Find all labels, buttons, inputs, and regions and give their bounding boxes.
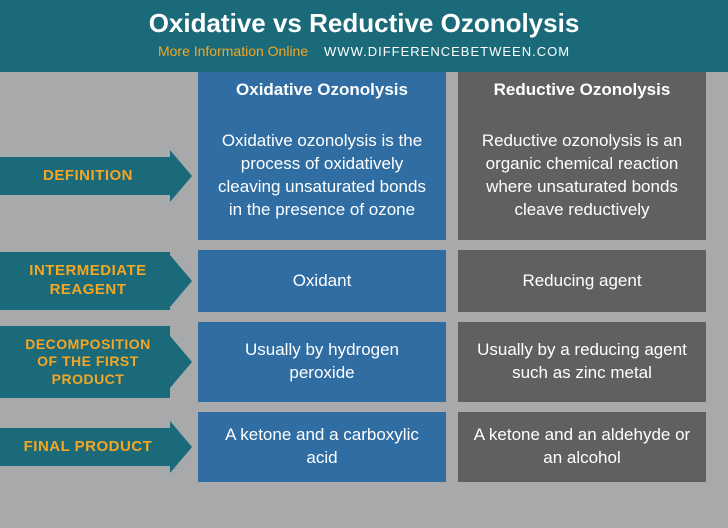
column-headers: Oxidative Ozonolysis Reductive Ozonolysi… [198, 72, 728, 112]
table-row: DEFINITION Oxidative ozonolysis is the p… [0, 112, 728, 240]
row-label-definition: DEFINITION [0, 157, 170, 196]
row-label-wrap: DECOMPOSITION OF THE FIRST PRODUCT [0, 322, 198, 402]
column-reductive-header: Reductive Ozonolysis [458, 72, 706, 112]
comparison-table: Oxidative Ozonolysis Reductive Ozonolysi… [0, 72, 728, 482]
row-label-wrap: DEFINITION [0, 112, 198, 240]
cell-ox-reagent: Oxidant [198, 250, 446, 312]
cell-ox-decomp: Usually by hydrogen peroxide [198, 322, 446, 402]
header-bar: Oxidative vs Reductive Ozonolysis More I… [0, 0, 728, 72]
row-label-decomp: DECOMPOSITION OF THE FIRST PRODUCT [0, 326, 170, 399]
cell-red-decomp: Usually by a reducing agent such as zinc… [458, 322, 706, 402]
site-url[interactable]: WWW.DIFFERENCEBETWEEN.COM [324, 44, 570, 59]
row-label-wrap: FINAL PRODUCT [0, 412, 198, 482]
column-oxidative-header: Oxidative Ozonolysis [198, 72, 446, 112]
table-row: DECOMPOSITION OF THE FIRST PRODUCT Usual… [0, 322, 728, 402]
table-row: FINAL PRODUCT A ketone and a carboxylic … [0, 412, 728, 482]
cell-red-definition: Reductive ozonolysis is an organic chemi… [458, 112, 706, 240]
cell-ox-definition: Oxidative ozonolysis is the process of o… [198, 112, 446, 240]
tagline: More Information Online [158, 43, 308, 59]
cell-ox-final: A ketone and a carboxylic acid [198, 412, 446, 482]
table-row: INTERMEDIATE REAGENT Oxidant Reducing ag… [0, 250, 728, 312]
subheader: More Information Online WWW.DIFFERENCEBE… [0, 43, 728, 59]
cell-red-reagent: Reducing agent [458, 250, 706, 312]
page-title: Oxidative vs Reductive Ozonolysis [0, 8, 728, 39]
row-label-final: FINAL PRODUCT [0, 428, 170, 467]
row-label-wrap: INTERMEDIATE REAGENT [0, 250, 198, 312]
cell-red-final: A ketone and an aldehyde or an alcohol [458, 412, 706, 482]
row-label-reagent: INTERMEDIATE REAGENT [0, 252, 170, 310]
